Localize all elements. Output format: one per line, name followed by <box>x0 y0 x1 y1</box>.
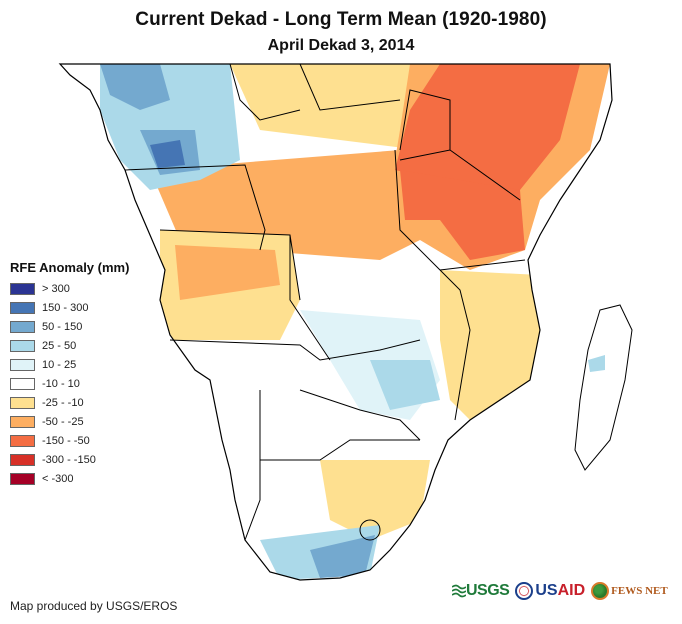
legend-label: -50 - -25 <box>42 415 84 428</box>
legend: RFE Anomaly (mm) > 300 150 - 300 50 - 150 2… <box>10 260 160 488</box>
legend-swatch <box>10 472 35 485</box>
legend-label: -10 - 10 <box>42 377 80 390</box>
usgs-wordmark: USGS <box>466 582 510 599</box>
anomaly-region-sa-east <box>320 460 430 540</box>
legend-label: < -300 <box>42 472 74 485</box>
country-borders <box>124 63 526 541</box>
border <box>439 259 526 271</box>
usgs-wave-icon <box>452 584 466 598</box>
anomaly-region-mozambique <box>440 270 540 420</box>
map-title: Current Dekad - Long Term Mean (1920-198… <box>135 9 547 30</box>
border <box>394 149 471 421</box>
legend-label: > 300 <box>42 282 70 295</box>
anomaly-map <box>59 63 633 581</box>
legend-title: RFE Anomaly (mm) <box>10 260 130 275</box>
border <box>359 519 381 541</box>
legend-label: -25 - -10 <box>42 396 84 409</box>
border <box>244 390 261 541</box>
fewsnet-logo: FEWS NET <box>591 582 668 600</box>
anomaly-region-cameroon <box>100 64 170 110</box>
usaid-seal-icon <box>515 582 534 600</box>
border <box>299 63 401 111</box>
border <box>299 389 421 441</box>
partner-logos: USGS USAID FEWS NET <box>452 582 668 600</box>
legend-swatch <box>10 339 35 352</box>
legend-label: 150 - 300 <box>42 301 89 314</box>
anomaly-region-angola-core <box>175 245 280 300</box>
usaid-logo: USAID <box>515 582 585 600</box>
globe-icon <box>591 582 610 600</box>
border <box>260 439 420 461</box>
border <box>124 164 266 251</box>
legend-swatch <box>10 320 35 333</box>
legend-item: -50 - -25 <box>10 412 160 431</box>
legend-swatch <box>10 415 35 428</box>
madagascar <box>574 304 633 471</box>
legend-item: > 300 <box>10 279 160 298</box>
legend-swatch <box>10 377 35 390</box>
legend-swatch <box>10 434 35 447</box>
legend-swatch <box>10 358 35 371</box>
legend-label: -150 - -50 <box>42 434 90 447</box>
legend-swatch <box>10 282 35 295</box>
legend-item: -25 - -10 <box>10 393 160 412</box>
anomaly-fill <box>100 64 610 580</box>
legend-label: -300 - -150 <box>42 453 96 466</box>
fewsnet-wordmark: FEWS NET <box>611 585 668 597</box>
map-subtitle: April Dekad 3, 2014 <box>267 37 415 54</box>
anomaly-region-tanzania <box>400 170 525 260</box>
legend-label: 50 - 150 <box>42 320 83 333</box>
border <box>399 89 451 151</box>
legend-item: -10 - 10 <box>10 374 160 393</box>
madagascar-anomaly <box>588 355 605 372</box>
legend-item: 25 - 50 <box>10 336 160 355</box>
border <box>229 63 301 121</box>
legend-item: -300 - -150 <box>10 450 160 469</box>
legend-item: 50 - 150 <box>10 317 160 336</box>
legend-label: 25 - 50 <box>42 339 77 352</box>
usaid-wordmark: USAID <box>535 582 586 599</box>
legend-swatch <box>10 396 35 409</box>
legend-item: -150 - -50 <box>10 431 160 450</box>
legend-item: 150 - 300 <box>10 298 160 317</box>
legend-swatch <box>10 453 35 466</box>
border <box>169 339 421 361</box>
usgs-logo: USGS <box>452 582 510 600</box>
legend-item: 10 - 25 <box>10 355 160 374</box>
legend-item: < -300 <box>10 469 160 488</box>
anomaly-region-sa-south-core <box>310 535 375 578</box>
legend-label: 10 - 25 <box>42 358 77 371</box>
anomaly-region-car <box>230 64 430 150</box>
map-credit: Map produced by USGS/EROS <box>10 599 178 613</box>
border <box>289 235 331 361</box>
anomaly-region-zimbabwe <box>370 360 440 410</box>
legend-swatch <box>10 301 35 314</box>
anomaly-region-gabon-peak <box>150 140 185 168</box>
